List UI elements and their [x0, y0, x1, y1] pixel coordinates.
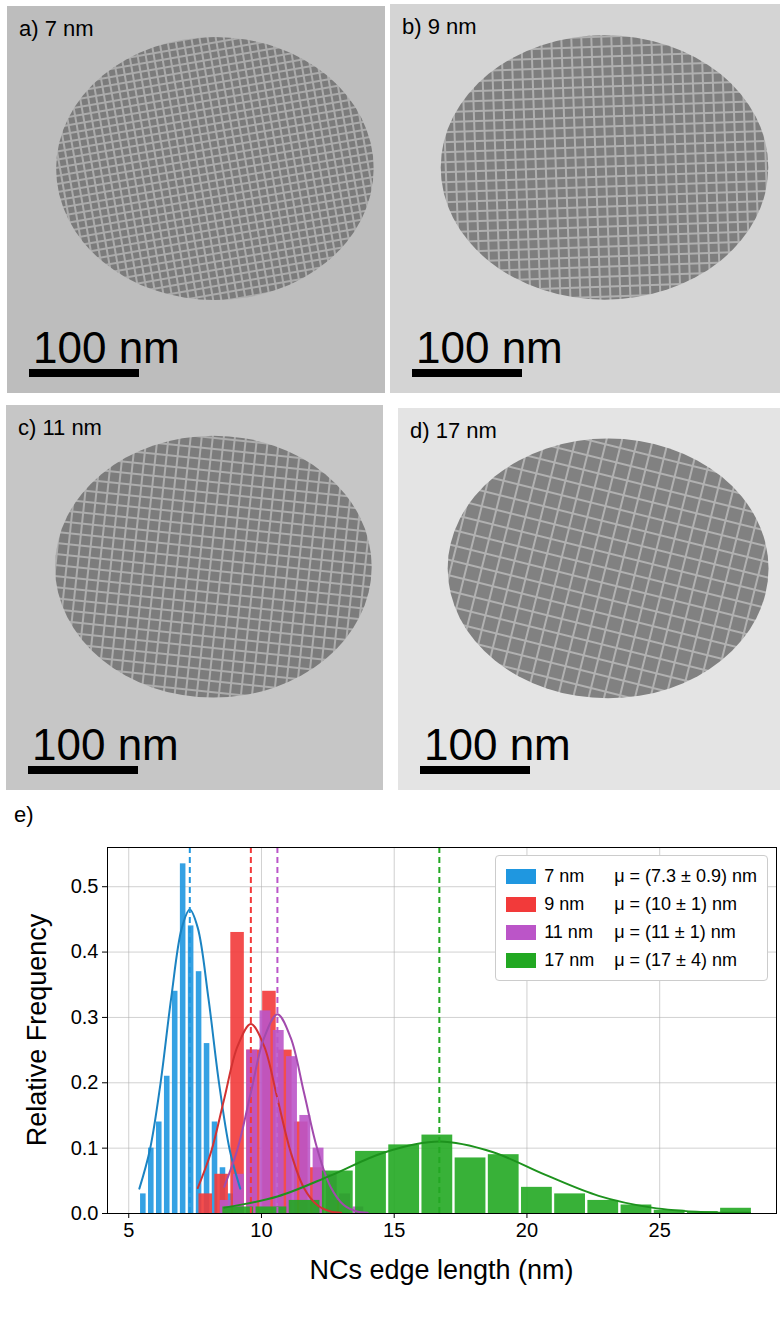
- svg-text:15: 15: [383, 1219, 405, 1241]
- svg-text:100 nm: 100 nm: [32, 720, 179, 769]
- svg-text:0.1: 0.1: [71, 1137, 99, 1159]
- svg-text:c) 11 nm: c) 11 nm: [18, 415, 102, 440]
- svg-text:0.4: 0.4: [71, 940, 99, 962]
- html-text:9 nm: 9 nm: [544, 893, 585, 914]
- svg-text:100 nm: 100 nm: [416, 323, 563, 372]
- svg-text:25: 25: [649, 1219, 671, 1241]
- html-text:11 nm: 11 nm: [544, 921, 593, 942]
- html-text:μ = (10 ± 1) nm: μ = (10 ± 1) nm: [614, 893, 737, 914]
- svg-text:0.2: 0.2: [71, 1071, 99, 1093]
- html-text:μ = (17 ± 4) nm: μ = (17 ± 4) nm: [614, 949, 737, 970]
- svg-text:a) 7 nm: a) 7 nm: [19, 16, 94, 41]
- svg-text:0.5: 0.5: [71, 875, 99, 897]
- html-text:7 nm: 7 nm: [544, 865, 585, 886]
- svg-text:5: 5: [123, 1219, 134, 1241]
- svg-text:0.0: 0.0: [71, 1202, 99, 1224]
- svg-text:100 nm: 100 nm: [424, 720, 571, 769]
- svg-text:100 nm: 100 nm: [33, 323, 180, 372]
- html-text:Relative Frequency: Relative Frequency: [22, 913, 52, 1147]
- html-text:NCs edge length (nm): NCs edge length (nm): [309, 1255, 574, 1285]
- svg-text:b) 9 nm: b) 9 nm: [402, 14, 477, 39]
- svg-text:d) 17 nm: d) 17 nm: [410, 418, 497, 443]
- html-text:17 nm: 17 nm: [544, 949, 595, 970]
- html-text:μ = (11 ± 1) nm: μ = (11 ± 1) nm: [614, 921, 736, 942]
- svg-text:0.3: 0.3: [71, 1006, 99, 1028]
- svg-text:20: 20: [516, 1219, 538, 1241]
- html-text:e): e): [14, 802, 34, 827]
- html-text:μ = (7.3 ± 0.9) nm: μ = (7.3 ± 0.9) nm: [614, 865, 757, 886]
- svg-text:10: 10: [250, 1219, 272, 1241]
